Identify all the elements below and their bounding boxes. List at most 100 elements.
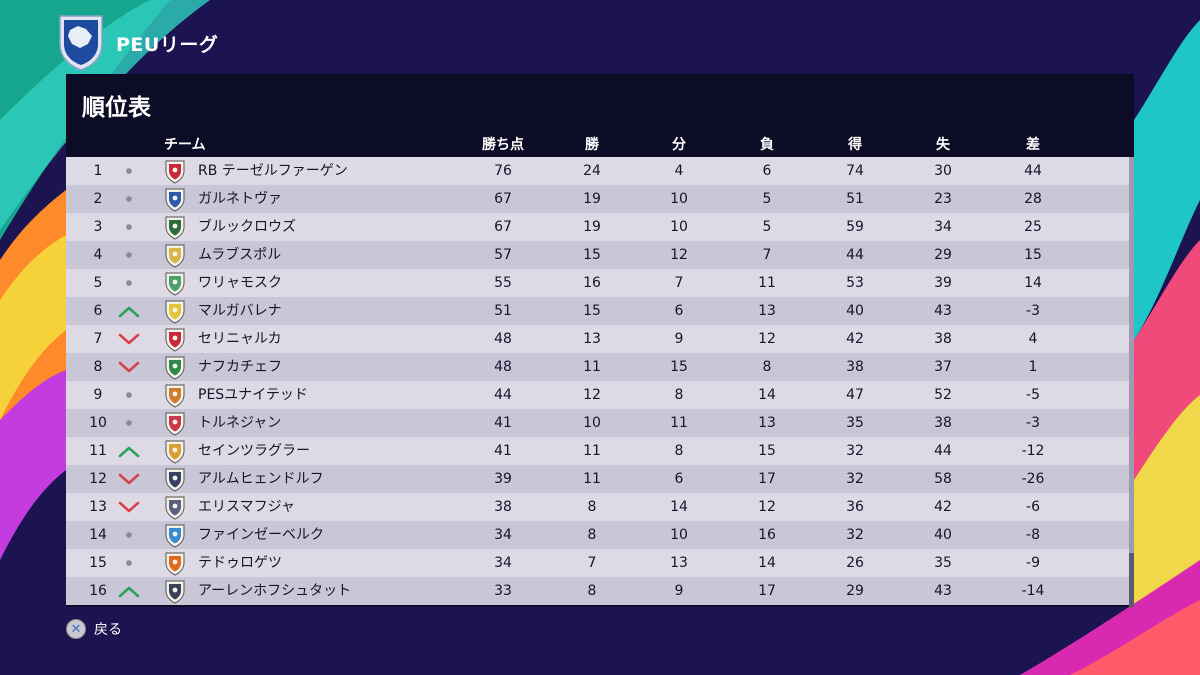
- team-crest-icon: [162, 241, 188, 269]
- team-crest-icon: [162, 577, 188, 605]
- rank: 8: [93, 359, 103, 375]
- rank: 3: [93, 219, 103, 235]
- table-row[interactable]: 10 トルネジャン 41 10 11 13 35 38 -3: [66, 409, 1130, 437]
- points: 76: [494, 163, 512, 179]
- rank: 12: [89, 471, 107, 487]
- team-crest-icon: [162, 549, 188, 577]
- rank: 6: [93, 303, 103, 319]
- wins: 11: [583, 471, 601, 487]
- goals-for: 36: [846, 499, 864, 515]
- wins: 19: [583, 191, 601, 207]
- trend-down-icon: [114, 325, 144, 353]
- team-name: テドゥロゲツ: [198, 555, 282, 571]
- trend-unchanged-icon: [114, 241, 144, 269]
- goal-difference: 44: [1024, 163, 1042, 179]
- trend-unchanged-icon: [114, 521, 144, 549]
- column-header-losses: 負: [760, 137, 774, 153]
- rank: 15: [89, 555, 107, 571]
- goals-for: 32: [846, 527, 864, 543]
- trend-unchanged-icon: [114, 409, 144, 437]
- draws: 10: [670, 527, 688, 543]
- points: 51: [494, 303, 512, 319]
- goals-against: 39: [934, 275, 952, 291]
- draws: 10: [670, 219, 688, 235]
- points: 41: [494, 415, 512, 431]
- goals-for: 32: [846, 443, 864, 459]
- goals-for: 38: [846, 359, 864, 375]
- table-row[interactable]: 12 アルムヒェンドルフ 39 11 6 17 32 58 -26: [66, 465, 1130, 493]
- trend-unchanged-icon: [114, 549, 144, 577]
- team-name: PESユナイテッド: [198, 387, 308, 403]
- team-name: マルガバレナ: [198, 303, 282, 319]
- trend-unchanged-icon: [114, 157, 144, 185]
- goal-difference: -6: [1026, 499, 1040, 515]
- goal-difference: -14: [1021, 583, 1045, 599]
- goals-against: 43: [934, 303, 952, 319]
- table-row[interactable]: 2 ガルネトヴァ 67 19 10 5 51 23 28: [66, 185, 1130, 213]
- rank: 11: [89, 443, 107, 459]
- table-row[interactable]: 8 ナフカチェフ 48 11 15 8 38 37 1: [66, 353, 1130, 381]
- column-header-goal-difference: 差: [1026, 137, 1040, 153]
- losses: 16: [758, 527, 776, 543]
- draws: 9: [674, 331, 684, 347]
- losses: 7: [762, 247, 772, 263]
- goals-for: 53: [846, 275, 864, 291]
- wins: 15: [583, 303, 601, 319]
- team-crest-icon: [162, 353, 188, 381]
- points: 55: [494, 275, 512, 291]
- goals-against: 37: [934, 359, 952, 375]
- points: 34: [494, 555, 512, 571]
- table-row[interactable]: 16 アーレンホフシュタット 33 8 9 17 29 43 -14: [66, 577, 1130, 605]
- goal-difference: -9: [1026, 555, 1040, 571]
- table-row[interactable]: 13 エリスマフジャ 38 8 14 12 36 42 -6: [66, 493, 1130, 521]
- table-row[interactable]: 5 ワリャモスク 55 16 7 11 53 39 14: [66, 269, 1130, 297]
- goals-for: 42: [846, 331, 864, 347]
- goals-against: 40: [934, 527, 952, 543]
- table-row[interactable]: 4 ムラブスポル 57 15 12 7 44 29 15: [66, 241, 1130, 269]
- goals-for: 44: [846, 247, 864, 263]
- losses: 11: [758, 275, 776, 291]
- goals-against: 29: [934, 247, 952, 263]
- trend-up-icon: [114, 297, 144, 325]
- scrollbar[interactable]: [1129, 157, 1134, 607]
- draws: 14: [670, 499, 688, 515]
- team-crest-icon: [162, 185, 188, 213]
- table-row[interactable]: 1 RB テーゼルファーゲン 76 24 4 6 74 30 44: [66, 157, 1130, 185]
- wins: 8: [587, 499, 597, 515]
- losses: 14: [758, 387, 776, 403]
- goal-difference: -3: [1026, 415, 1040, 431]
- team-crest-icon: [162, 437, 188, 465]
- wins: 11: [583, 443, 601, 459]
- team-name: エリスマフジャ: [198, 499, 295, 515]
- team-crest-icon: [162, 465, 188, 493]
- column-header-wins: 勝: [585, 137, 599, 153]
- losses: 12: [758, 331, 776, 347]
- table-row[interactable]: 6 マルガバレナ 51 15 6 13 40 43 -3: [66, 297, 1130, 325]
- table-row[interactable]: 3 ブルックロウズ 67 19 10 5 59 34 25: [66, 213, 1130, 241]
- team-name: アーレンホフシュタット: [198, 583, 352, 599]
- draws: 8: [674, 387, 684, 403]
- draws: 12: [670, 247, 688, 263]
- draws: 7: [674, 275, 684, 291]
- table-row[interactable]: 11 セインツラグラー 41 11 8 15 32 44 -12: [66, 437, 1130, 465]
- goals-for: 74: [846, 163, 864, 179]
- standings-table: 1 RB テーゼルファーゲン 76 24 4 6 74 30 44 2 ガルネト…: [66, 157, 1130, 607]
- draws: 9: [674, 583, 684, 599]
- back-button[interactable]: ✕ 戻る: [66, 618, 122, 640]
- draws: 8: [674, 443, 684, 459]
- losses: 8: [762, 359, 772, 375]
- draws: 6: [674, 303, 684, 319]
- losses: 5: [762, 191, 772, 207]
- goals-against: 23: [934, 191, 952, 207]
- trend-unchanged-icon: [114, 213, 144, 241]
- goals-against: 42: [934, 499, 952, 515]
- table-row[interactable]: 14 ファインゼーベルク 34 8 10 16 32 40 -8: [66, 521, 1130, 549]
- wins: 12: [583, 387, 601, 403]
- table-row[interactable]: 15 テドゥロゲツ 34 7 13 14 26 35 -9: [66, 549, 1130, 577]
- table-row[interactable]: 9 PESユナイテッド 44 12 8 14 47 52 -5: [66, 381, 1130, 409]
- scrollbar-thumb[interactable]: [1129, 157, 1134, 553]
- table-row[interactable]: 7 セリニャルカ 48 13 9 12 42 38 4: [66, 325, 1130, 353]
- losses: 6: [762, 163, 772, 179]
- team-crest-icon: [162, 521, 188, 549]
- goal-difference: 14: [1024, 275, 1042, 291]
